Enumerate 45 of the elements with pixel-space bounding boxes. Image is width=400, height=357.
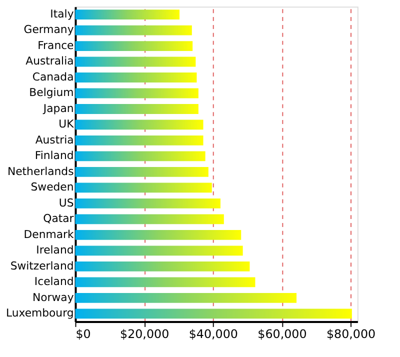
bar [75, 56, 196, 67]
x-tick-label: $80,000 [326, 326, 376, 341]
x-tick-label: $40,000 [188, 326, 238, 341]
bar [75, 41, 193, 51]
y-tick-label: Luxembourg [6, 306, 74, 320]
y-tick-label: Netherlands [7, 164, 74, 178]
bar [75, 151, 206, 162]
y-tick-label: Italy [50, 8, 74, 21]
y-tick-label: Austria [35, 133, 74, 146]
bar [75, 88, 198, 98]
y-tick-label: Finland [34, 149, 74, 162]
y-tick-label: Sweden [30, 180, 74, 194]
bar [75, 246, 243, 256]
bar [75, 277, 256, 288]
y-tick-label: Switzerland [10, 259, 74, 272]
y-tick-label: US [58, 196, 74, 210]
bar [75, 120, 204, 130]
bar [75, 182, 212, 193]
bar [75, 72, 197, 82]
bar [75, 214, 224, 224]
bar [75, 261, 250, 272]
x-tick-label: $60,000 [258, 326, 307, 341]
bar [75, 25, 192, 36]
bar [75, 104, 198, 114]
y-tick-label: Belgium [29, 86, 74, 100]
x-tick-label: $0 [76, 326, 91, 341]
y-tick-label: Australia [26, 54, 74, 68]
y-tick-label: Germany [24, 23, 74, 36]
y-tick-label: Canada [32, 70, 74, 84]
bar [75, 136, 204, 146]
y-tick-label: Iceland [34, 275, 74, 288]
bar [75, 308, 352, 319]
y-tick-label: Japan [42, 102, 74, 115]
y-tick-label: Denmark [24, 228, 74, 241]
bar [75, 230, 242, 240]
y-tick-label: Norway [32, 290, 74, 304]
bar [75, 10, 180, 20]
bar [75, 167, 208, 177]
y-tick-label: UK [58, 118, 75, 131]
x-tick-label: $20,000 [120, 326, 170, 341]
y-tick-label: Ireland [36, 244, 74, 257]
y-tick-label: France [38, 38, 74, 52]
bar [75, 198, 220, 208]
y-tick-label: Qatar [43, 212, 74, 226]
bar [75, 292, 297, 303]
